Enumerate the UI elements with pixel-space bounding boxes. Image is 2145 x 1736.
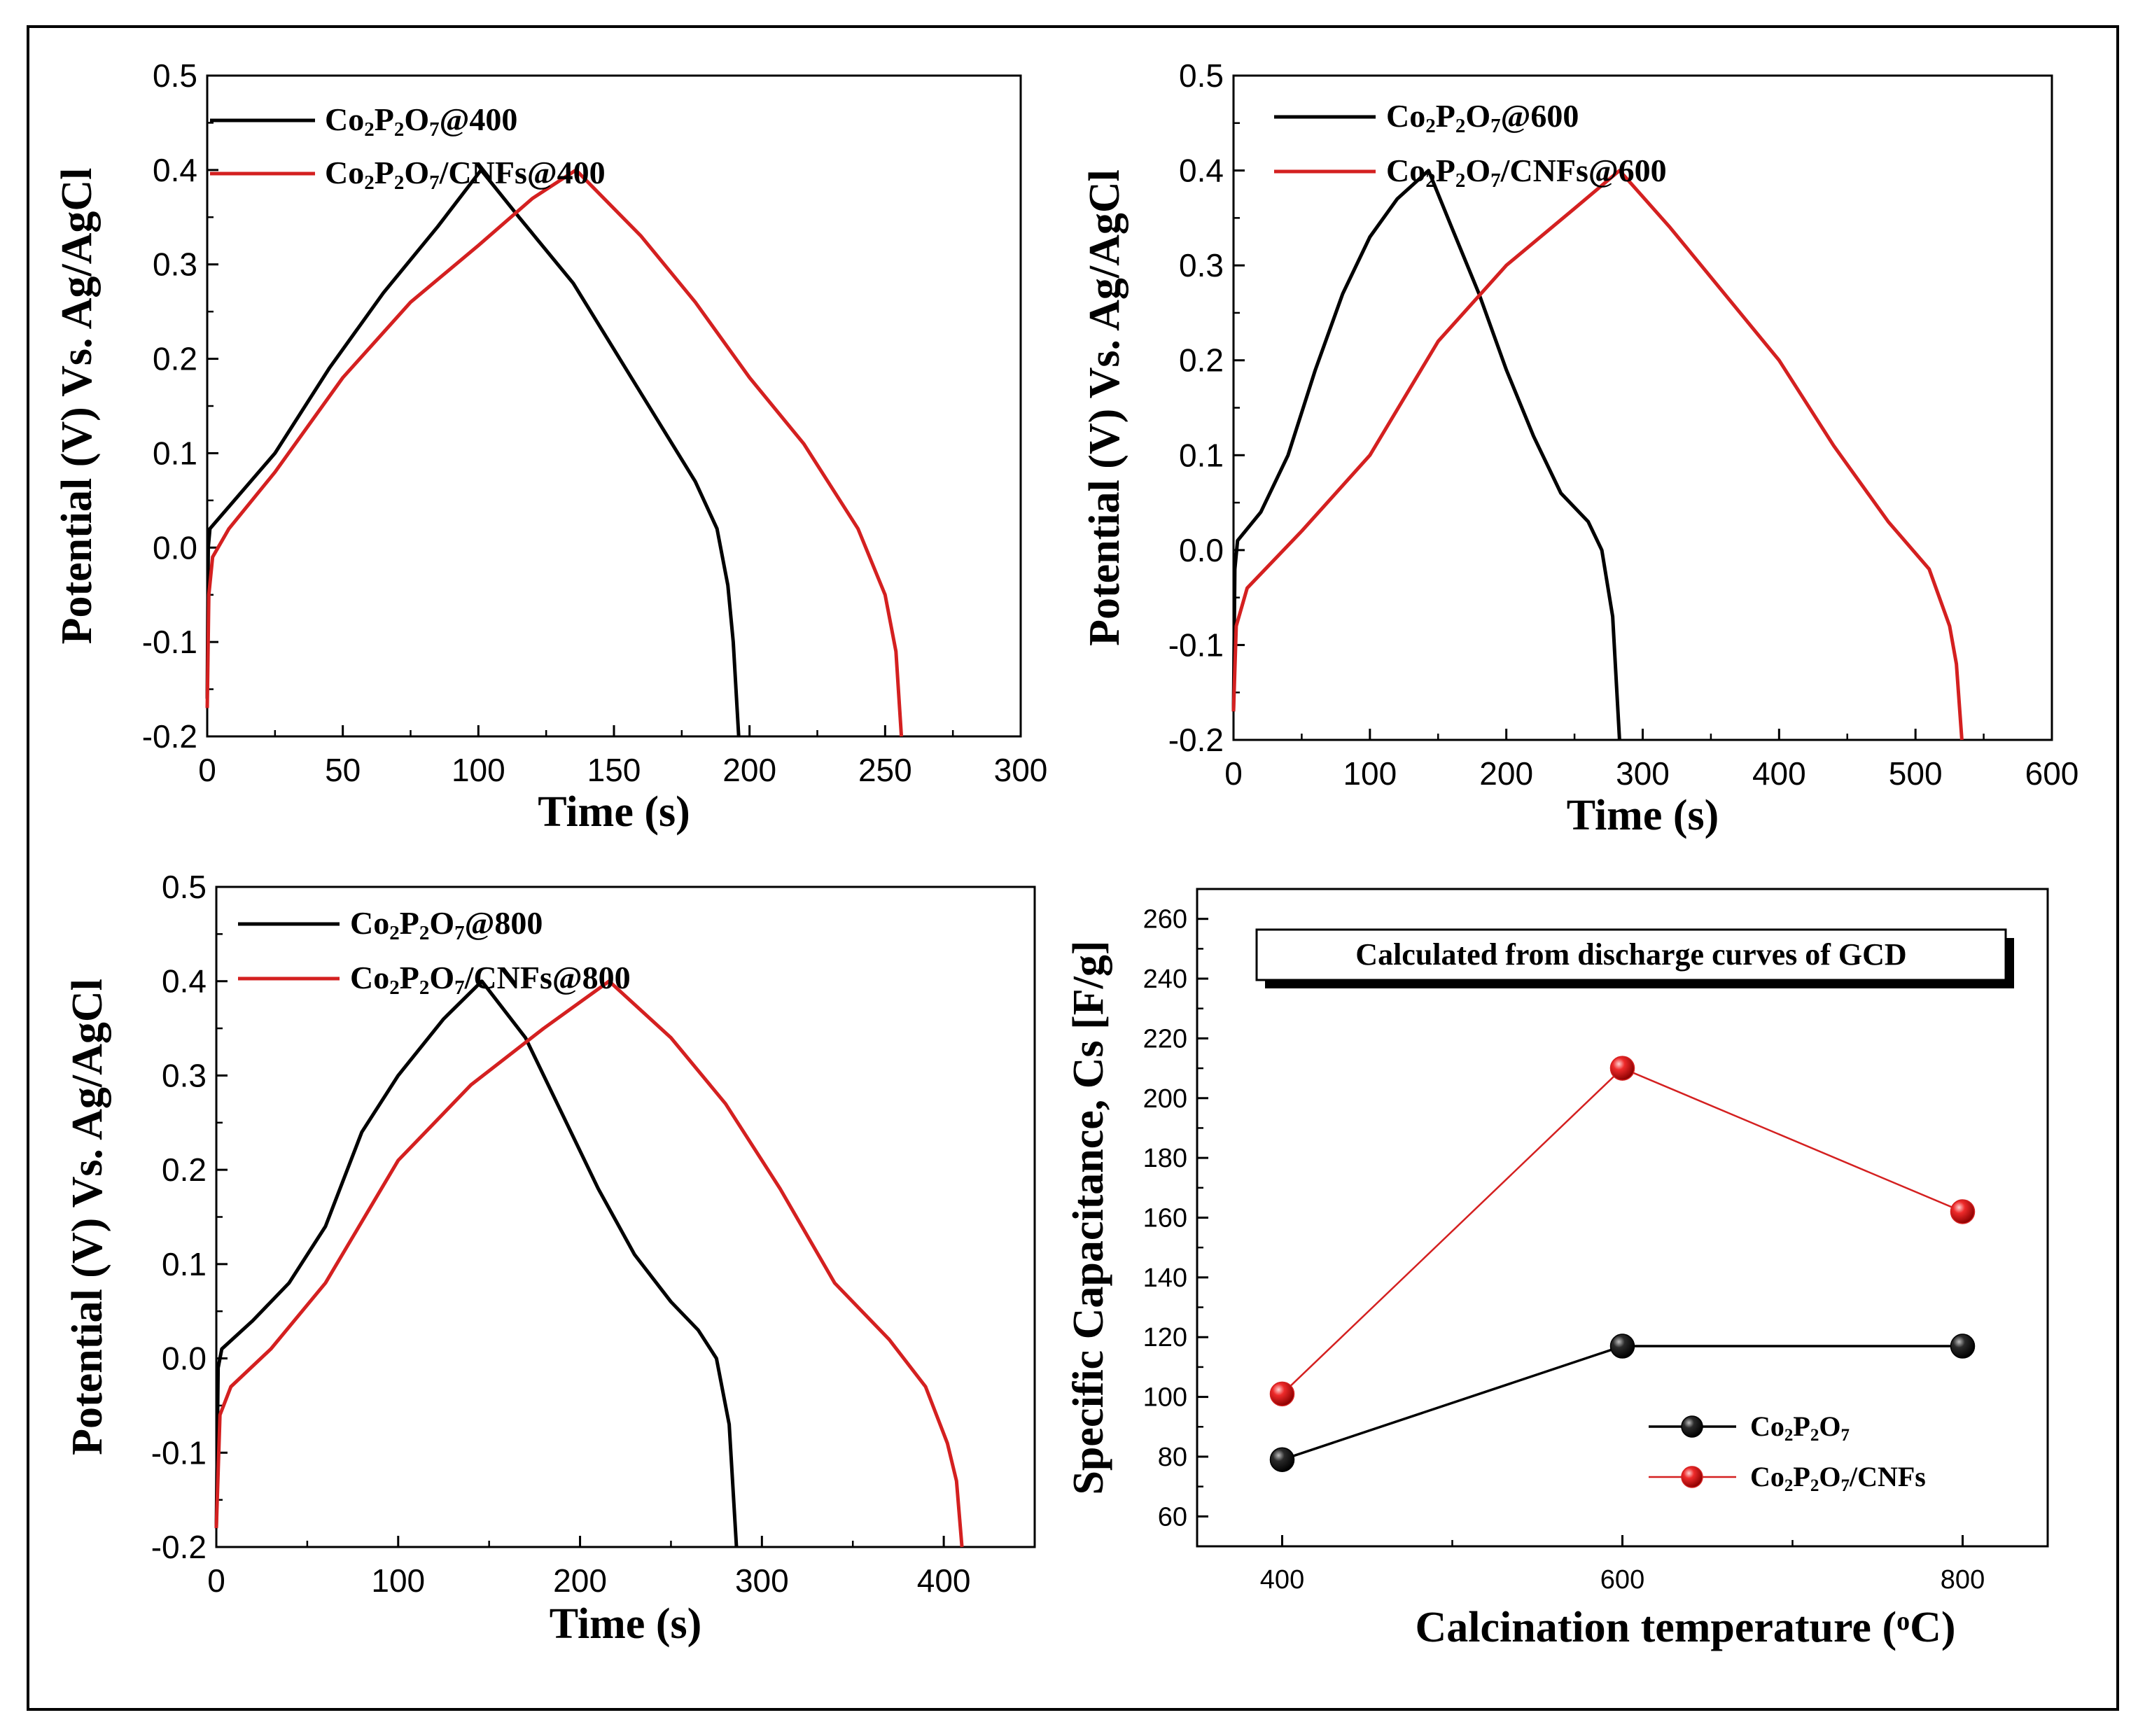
y-tick-label: 0.0 xyxy=(1179,532,1224,568)
x-tick-label: 300 xyxy=(1616,755,1670,792)
y-tick-label: 0.4 xyxy=(1179,153,1224,189)
y-tick-label: -0.2 xyxy=(1168,722,1224,758)
legend-label: Co2P2O7@600 xyxy=(1386,98,1579,137)
data-point xyxy=(1950,1334,1976,1359)
y-tick-label: 260 xyxy=(1143,905,1187,934)
series-line-1 xyxy=(205,168,741,737)
figure-border xyxy=(27,25,2119,1711)
x-tick-label: 0 xyxy=(198,752,216,788)
y-tick-label: -0.1 xyxy=(142,624,197,660)
x-tick-label: 100 xyxy=(371,1562,425,1599)
legend-label: Co2P2O7@800 xyxy=(350,905,543,944)
legend-label: Co2P2O7/CNFs@800 xyxy=(350,960,631,999)
y-tick-label: 0.3 xyxy=(153,246,197,283)
y-axis-title: Potential (V) Vs. Ag/AgCl xyxy=(53,168,101,645)
annotation-text: Calculated from discharge curves of GCD xyxy=(1355,937,1906,972)
data-point xyxy=(1269,1447,1295,1472)
y-tick-label: 240 xyxy=(1143,965,1187,994)
y-tick-label: -0.2 xyxy=(142,718,197,755)
x-axis-title: Time (s) xyxy=(550,1600,702,1648)
y-tick-label: 120 xyxy=(1143,1323,1187,1352)
x-axis-title: Calcination temperature (oC) xyxy=(1415,1604,1955,1651)
y-tick-label: 0.1 xyxy=(162,1246,207,1282)
y-tick-label: 0.5 xyxy=(162,869,207,905)
x-tick-label: 400 xyxy=(917,1562,971,1599)
y-tick-label: 160 xyxy=(1143,1204,1187,1233)
y-tick-label: 100 xyxy=(1143,1383,1187,1413)
y-axis-title: Potential (V) Vs. Ag/AgCl xyxy=(1081,169,1129,646)
y-tick-label: -0.1 xyxy=(151,1434,207,1471)
x-tick-label: 200 xyxy=(553,1562,607,1599)
y-axis-title: Potential (V) Vs. Ag/AgCl xyxy=(64,979,111,1455)
data-point xyxy=(1609,1334,1635,1359)
y-tick-label: -0.2 xyxy=(151,1529,207,1565)
data-point xyxy=(1950,1199,1976,1224)
x-tick-label: 100 xyxy=(1343,755,1397,792)
y-tick-label: 140 xyxy=(1143,1264,1187,1293)
series-line-2 xyxy=(1231,169,1964,741)
x-tick-label: 600 xyxy=(2025,755,2079,792)
y-tick-label: 0.3 xyxy=(1179,247,1224,284)
x-axis-title: Time (s) xyxy=(1567,792,1719,839)
y-tick-label: 0.2 xyxy=(153,341,197,377)
series-line-1 xyxy=(1231,169,1621,741)
y-tick-label: 0.4 xyxy=(162,963,207,1000)
legend-marker xyxy=(1681,1415,1703,1438)
y-tick-label: 0.0 xyxy=(162,1340,207,1377)
x-tick-label: 800 xyxy=(1941,1565,1985,1595)
y-tick-label: 220 xyxy=(1143,1024,1187,1054)
x-tick-label: 300 xyxy=(994,752,1048,788)
x-tick-label: 250 xyxy=(858,752,912,788)
series-line-2 xyxy=(205,168,904,737)
legend-label: Co2P2O7/CNFs xyxy=(1750,1461,1926,1495)
panel-3: 0 100 200 300 400 -0.2 -0.1 0.0 0.1 0.2 0.3 0.4 0.5 T… xyxy=(64,869,1036,1648)
y-tick-label: 0.3 xyxy=(162,1057,207,1093)
y-axis-title: Specific Capacitance, Cs [F/g] xyxy=(1065,940,1112,1494)
x-tick-label: 0 xyxy=(207,1562,225,1599)
legend-label: Co2P2O7/CNFs@600 xyxy=(1386,153,1667,192)
panel-2: 0 100 200 300 400 500 600 -0.2 -0.1 0.0 0.1 0.2 0.3 0… xyxy=(1081,57,2078,839)
legend-marker xyxy=(1681,1466,1703,1488)
series-line-1 xyxy=(1281,1345,1963,1461)
y-tick-label: 0.2 xyxy=(162,1152,207,1188)
legend-label: Co2P2O7/CNFs@400 xyxy=(325,155,606,194)
x-tick-label: 600 xyxy=(1600,1565,1644,1595)
x-axis-title: Time (s) xyxy=(538,788,690,836)
annotation-box xyxy=(1255,928,2007,981)
x-tick-label: 50 xyxy=(325,752,361,788)
x-tick-label: 0 xyxy=(1224,755,1243,792)
y-tick-label: 180 xyxy=(1143,1144,1187,1173)
legend-label: Co2P2O7 xyxy=(1750,1410,1850,1445)
x-tick-label: 400 xyxy=(1752,755,1806,792)
y-tick-label: 0.0 xyxy=(153,529,197,566)
x-tick-label: 200 xyxy=(1479,755,1533,792)
data-point xyxy=(1609,1056,1635,1081)
y-tick-label: 0.5 xyxy=(1179,57,1224,94)
y-tick-label: 80 xyxy=(1158,1443,1187,1472)
y-tick-label: 200 xyxy=(1143,1084,1187,1114)
x-tick-label: 200 xyxy=(722,752,776,788)
data-point xyxy=(1269,1381,1295,1407)
x-tick-label: 300 xyxy=(735,1562,789,1599)
x-tick-label: 400 xyxy=(1260,1565,1304,1595)
y-tick-label: 0.1 xyxy=(153,435,197,471)
x-tick-label: 100 xyxy=(452,752,505,788)
panel-1: 0 50 100 150 200 250 300 -0.2 -0.1 0.0 0.1 0.2 0.3 0.… xyxy=(53,57,1047,836)
legend-label: Co2P2O7@400 xyxy=(325,102,517,141)
y-tick-label: 0.1 xyxy=(1179,437,1224,473)
x-tick-label: 150 xyxy=(587,752,641,788)
series-line-1 xyxy=(214,979,739,1548)
x-tick-label: 500 xyxy=(1889,755,1943,792)
y-tick-label: 0.2 xyxy=(1179,342,1224,379)
y-tick-label: 0.5 xyxy=(153,57,197,94)
y-tick-label: 0.4 xyxy=(153,152,197,188)
series-line-2 xyxy=(214,979,964,1548)
panel-4: 400 600 800 60 80 100 120 140 160 180 200 220 240 260… xyxy=(1065,888,2049,1651)
y-tick-label: -0.1 xyxy=(1168,626,1224,663)
y-tick-label: 60 xyxy=(1158,1502,1187,1532)
